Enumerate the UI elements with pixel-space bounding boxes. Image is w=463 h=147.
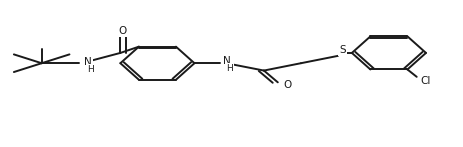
Text: N: N: [223, 56, 231, 66]
Text: Cl: Cl: [421, 76, 431, 86]
Text: S: S: [339, 45, 346, 55]
Text: O: O: [119, 26, 127, 36]
Text: N: N: [84, 57, 92, 67]
Text: O: O: [283, 80, 291, 90]
Text: H: H: [226, 64, 232, 73]
Text: H: H: [87, 65, 94, 74]
